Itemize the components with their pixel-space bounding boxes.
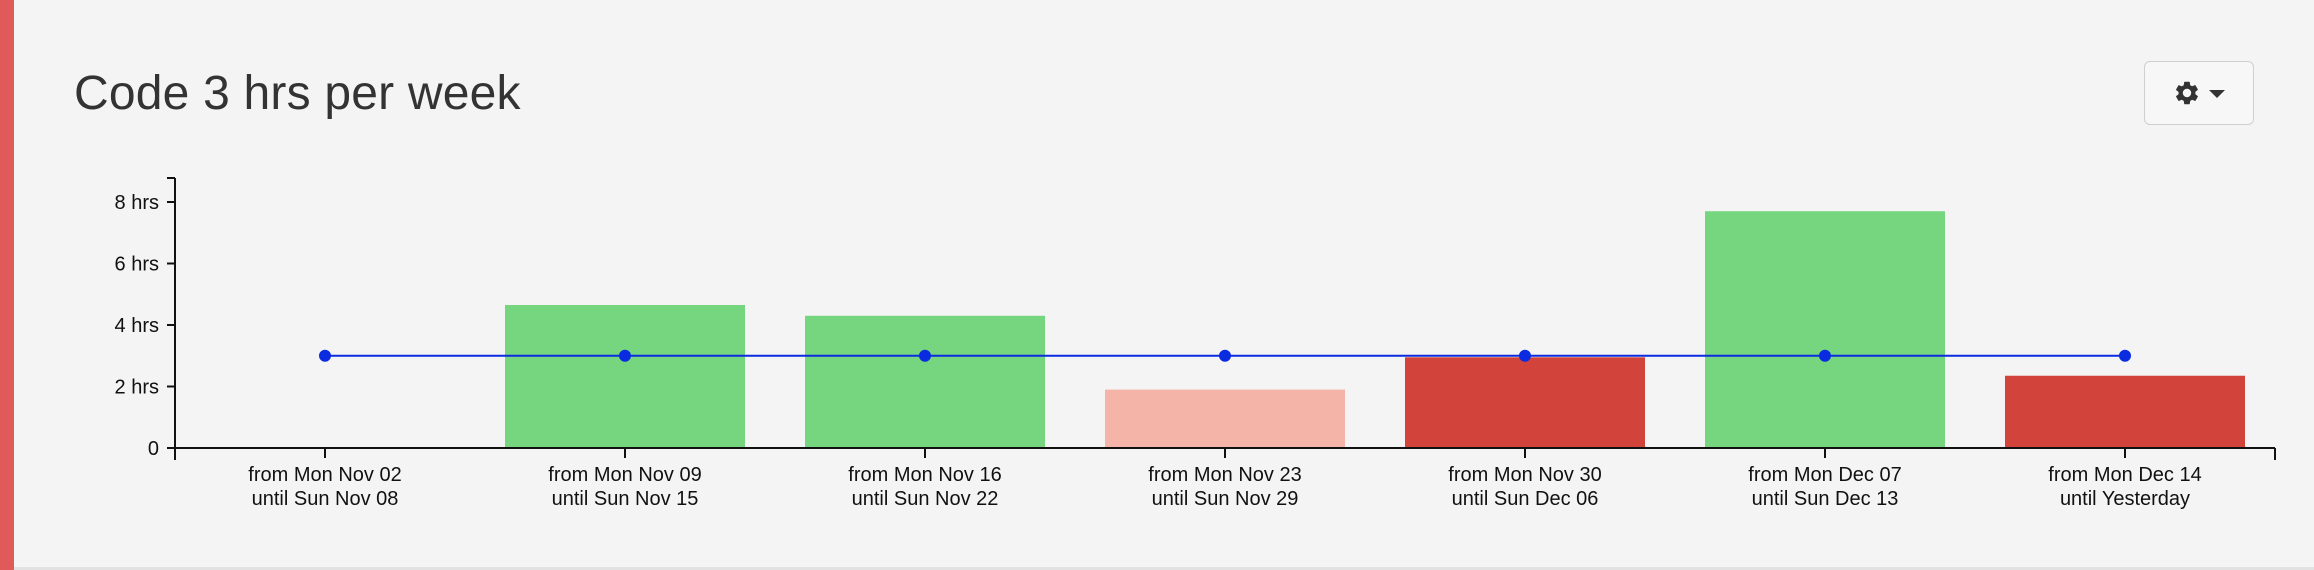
bar-3 — [805, 315, 1045, 448]
card-divider — [14, 567, 2314, 570]
bar-5 — [1405, 357, 1645, 448]
goal-point-6 — [1819, 349, 1831, 362]
goal-point-3 — [919, 349, 931, 362]
chevron-down-icon — [2209, 90, 2225, 98]
x-tick-label-2-1: until Sun Nov 22 — [852, 488, 999, 510]
x-tick-label-4-1: until Sun Dec 06 — [1452, 488, 1599, 510]
status-accent-bar — [0, 0, 14, 570]
gear-icon — [2176, 81, 2198, 105]
bar-7 — [2005, 375, 2245, 448]
x-tick-label-5-1: until Sun Dec 13 — [1752, 488, 1899, 510]
x-tick-label-2-0: from Mon Nov 16 — [848, 464, 1001, 486]
x-tick-label-3-0: from Mon Nov 23 — [1148, 464, 1301, 486]
x-tick-label-3-1: until Sun Nov 29 — [1152, 488, 1299, 510]
bar-6 — [1705, 211, 1945, 448]
y-tick-label-0: 0 — [148, 438, 159, 460]
y-tick-label-1: 2 hrs — [115, 377, 159, 399]
x-tick-label-6-0: from Mon Dec 14 — [2048, 464, 2201, 486]
x-tick-label-6-1: until Yesterday — [2060, 488, 2190, 510]
settings-dropdown-button[interactable] — [2144, 61, 2254, 125]
y-tick-label-4: 8 hrs — [115, 192, 159, 214]
goal-point-2 — [619, 349, 631, 362]
y-tick-label-3: 6 hrs — [115, 254, 159, 276]
page-title: Code 3 hrs per week — [74, 67, 521, 120]
bar-4 — [1105, 389, 1345, 448]
goal-point-1 — [319, 349, 331, 362]
x-tick-label-5-0: from Mon Dec 07 — [1748, 464, 1901, 486]
x-tick-label-1-0: from Mon Nov 09 — [548, 464, 701, 486]
goal-point-5 — [1519, 349, 1531, 362]
bar-2 — [505, 305, 745, 448]
x-tick-label-4-0: from Mon Nov 30 — [1448, 464, 1601, 486]
y-tick-label-2: 4 hrs — [115, 315, 159, 337]
x-tick-label-0-0: from Mon Nov 02 — [248, 464, 401, 486]
x-tick-label-0-1: until Sun Nov 08 — [252, 488, 399, 510]
goal-point-4 — [1219, 349, 1231, 362]
x-tick-label-1-1: until Sun Nov 15 — [552, 488, 699, 510]
goal-point-7 — [2119, 349, 2131, 362]
